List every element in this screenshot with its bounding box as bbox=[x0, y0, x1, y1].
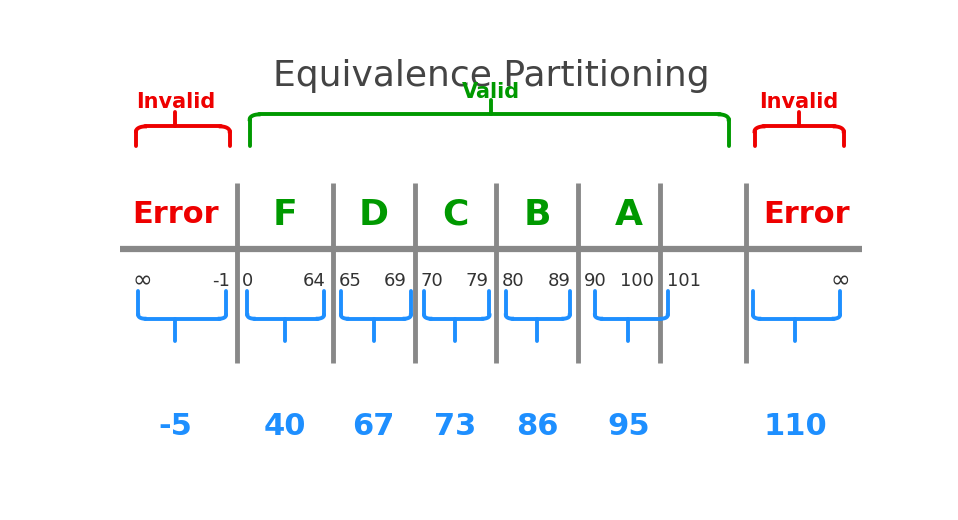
Text: Invalid: Invalid bbox=[760, 93, 838, 112]
Text: D: D bbox=[358, 198, 389, 231]
Text: 90: 90 bbox=[583, 271, 606, 290]
Text: F: F bbox=[272, 198, 297, 231]
Text: Invalid: Invalid bbox=[136, 93, 215, 112]
Text: C: C bbox=[443, 198, 468, 231]
Text: -1: -1 bbox=[212, 271, 230, 290]
Text: Error: Error bbox=[764, 200, 850, 229]
Text: 0: 0 bbox=[242, 271, 254, 290]
Text: 70: 70 bbox=[421, 271, 444, 290]
Text: ∞: ∞ bbox=[831, 269, 850, 293]
Text: 40: 40 bbox=[263, 412, 306, 441]
Text: 89: 89 bbox=[548, 271, 570, 290]
Text: 100: 100 bbox=[621, 271, 654, 290]
Text: B: B bbox=[523, 198, 551, 231]
Text: 64: 64 bbox=[303, 271, 326, 290]
Text: ∞: ∞ bbox=[132, 269, 151, 293]
Text: 95: 95 bbox=[607, 412, 650, 441]
Text: 80: 80 bbox=[502, 271, 525, 290]
Text: 110: 110 bbox=[764, 412, 828, 441]
Text: 67: 67 bbox=[353, 412, 395, 441]
Text: 73: 73 bbox=[434, 412, 476, 441]
Text: 101: 101 bbox=[667, 271, 701, 290]
Text: 79: 79 bbox=[466, 271, 489, 290]
Text: Error: Error bbox=[132, 200, 218, 229]
Text: 86: 86 bbox=[515, 412, 559, 441]
Text: Valid: Valid bbox=[462, 83, 520, 102]
Text: Equivalence Partitioning: Equivalence Partitioning bbox=[273, 59, 709, 94]
Text: 69: 69 bbox=[384, 271, 407, 290]
Text: A: A bbox=[614, 198, 642, 231]
Text: -5: -5 bbox=[158, 412, 193, 441]
Text: 65: 65 bbox=[339, 271, 362, 290]
